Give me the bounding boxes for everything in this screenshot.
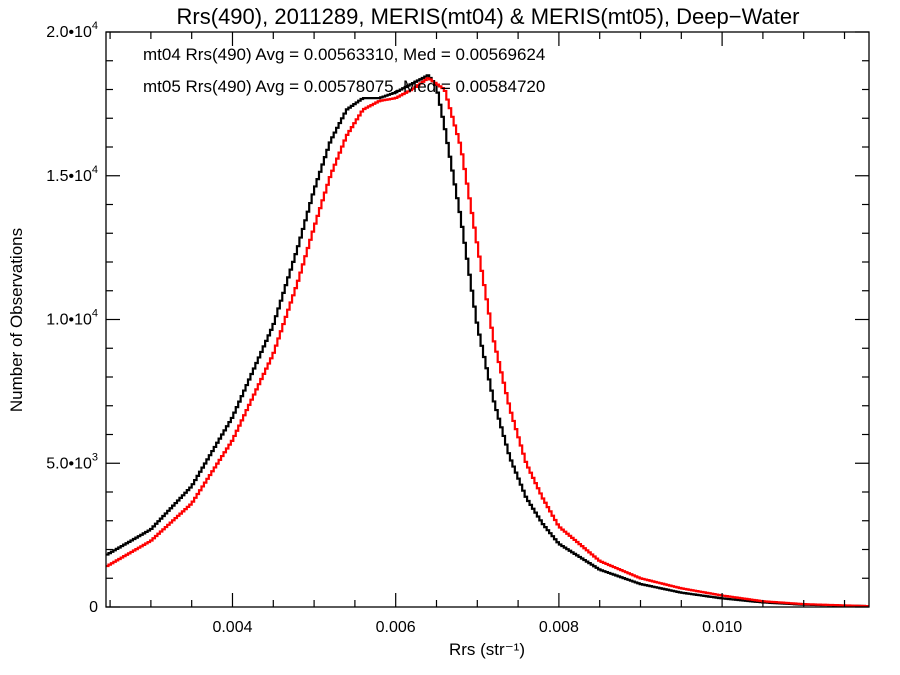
y-tick-label: 1.5•104 [46, 164, 98, 185]
y-tick-label: 1.0•104 [46, 308, 98, 329]
axis-ticks-group [106, 31, 869, 608]
x-tick-label: 0.006 [376, 619, 416, 636]
chart-title: Rrs(490), 2011289, MERIS(mt04) & MERIS(m… [177, 4, 800, 29]
x-axis-label: Rrs (str⁻¹) [449, 640, 525, 659]
y-axis-label: Number of Observations [7, 228, 26, 412]
legend-annotation-mt05: mt05 Rrs(490) Avg = 0.00578075, Med = 0.… [143, 77, 545, 96]
tick-labels-group: 0.004 0.006 0.008 0.010 0 5.0•103 1.0•104 1.5•1… [46, 20, 742, 636]
x-tick-label: 0.010 [702, 619, 742, 636]
y-tick-label: 0 [89, 599, 98, 616]
x-tick-label: 0.008 [539, 619, 579, 636]
y-tick-label: 5.0•103 [46, 451, 98, 472]
series-line-mt05 [106, 77, 869, 608]
plot-series-group [106, 74, 869, 608]
legend-annotation-mt04: mt04 Rrs(490) Avg = 0.00563310, Med = 0.… [143, 45, 545, 64]
series-line-mt04 [106, 74, 869, 608]
y-tick-label: 2.0•104 [46, 20, 98, 41]
x-tick-label: 0.004 [212, 619, 252, 636]
